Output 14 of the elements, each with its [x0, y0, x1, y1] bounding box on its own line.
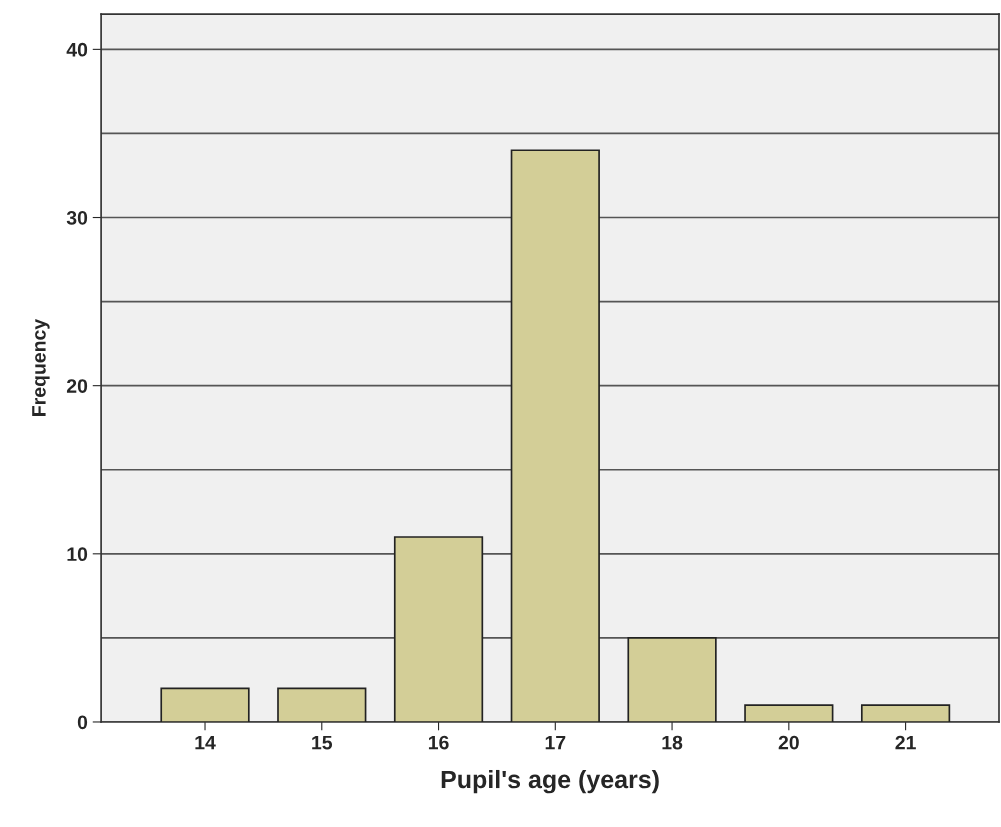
y-tick-label: 20 — [66, 379, 88, 393]
y-tick-label: 0 — [77, 715, 88, 730]
x-tick-label: 20 — [778, 735, 799, 750]
x-tick-label: 21 — [895, 735, 916, 750]
y-tick-label: 40 — [66, 42, 88, 57]
x-tick-label: 18 — [662, 735, 683, 750]
y-tick-label: 10 — [67, 547, 88, 562]
x-tick-label: 15 — [312, 735, 333, 750]
y-axis-title: Frequency — [32, 318, 50, 416]
x-tick-label: 14 — [195, 735, 216, 750]
x-tick-label: 16 — [428, 735, 449, 750]
x-axis-title: Pupil's age (years) — [441, 769, 659, 794]
x-tick-label: 17 — [545, 735, 566, 750]
y-tick-label: 30 — [66, 210, 88, 225]
